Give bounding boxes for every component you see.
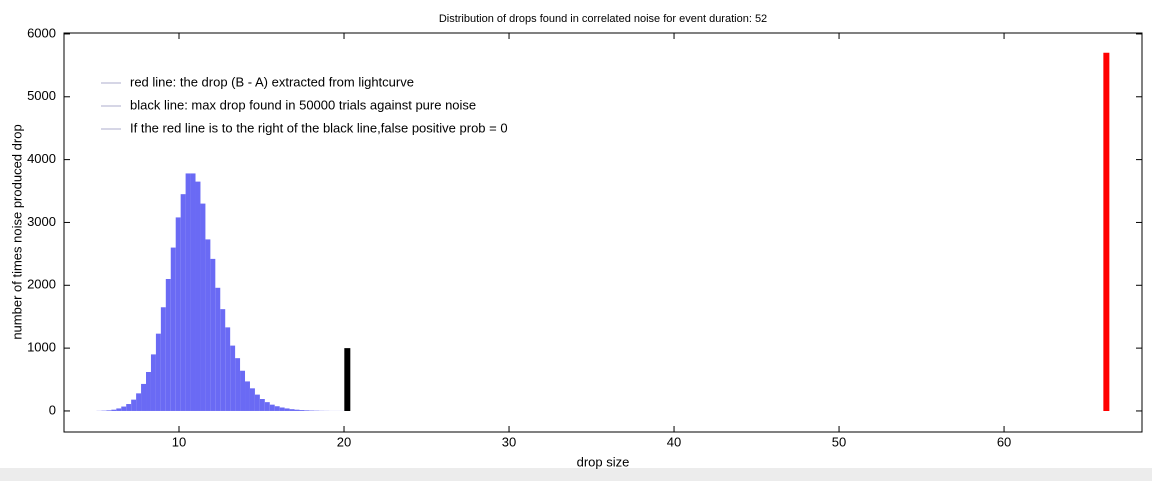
x-axis-label: drop size (577, 454, 630, 469)
x-tick-label: 40 (667, 434, 681, 449)
histogram-bar (160, 307, 166, 411)
histogram-bar (230, 345, 236, 411)
x-tick-label: 60 (997, 434, 1011, 449)
x-tick-label: 50 (832, 434, 846, 449)
histogram-bar (294, 409, 300, 411)
y-tick-label: 2000 (27, 277, 56, 292)
histogram-bar (304, 410, 310, 411)
histogram-bar (170, 247, 176, 411)
histogram-bar (225, 327, 231, 411)
histogram-bar (215, 287, 221, 411)
histogram-bar (146, 371, 151, 411)
legend-label: black line: max drop found in 50000 tria… (130, 97, 476, 112)
histogram-bar (245, 381, 250, 411)
histogram-bar (279, 407, 285, 411)
plot-frame (63, 32, 1143, 433)
histogram-bar (165, 278, 171, 411)
histogram-bar (200, 203, 206, 411)
histogram-bar (180, 194, 186, 411)
histogram-bar (175, 217, 181, 411)
y-tick-label: 1000 (27, 340, 56, 355)
y-tick-label: 6000 (27, 25, 56, 40)
histogram-bar (274, 406, 280, 411)
histogram-bar (116, 408, 122, 411)
histogram-bar (121, 406, 127, 411)
chart-title: Distribution of drops found in correlate… (439, 13, 767, 25)
histogram-bar (111, 409, 117, 411)
histogram-bar (150, 354, 156, 411)
histogram-bar (235, 358, 241, 411)
histogram-bar (210, 258, 216, 411)
histogram-bar (136, 393, 142, 411)
legend-label: red line: the drop (B - A) extracted fro… (130, 74, 414, 89)
histogram-bar (190, 173, 196, 411)
histogram-bar (126, 404, 132, 411)
histogram-bar (269, 404, 275, 411)
histogram-bar (264, 402, 270, 411)
legend-label: If the red line is to the right of the b… (130, 120, 508, 135)
y-tick-label: 0 (49, 402, 56, 417)
histogram-bar (299, 410, 305, 411)
histogram-bar (195, 181, 201, 411)
y-tick-label: 5000 (27, 88, 56, 103)
histogram-bar (289, 409, 295, 411)
histogram-bar (249, 388, 255, 411)
histogram-bar (106, 410, 112, 411)
x-tick-label: 20 (337, 434, 351, 449)
histogram-bar (240, 370, 246, 411)
histogram-bar (254, 394, 260, 411)
histogram-bar (185, 173, 191, 411)
y-axis-label: number of times noise produced drop (9, 124, 24, 339)
y-tick-label: 3000 (27, 214, 56, 229)
histogram-bar (220, 309, 226, 411)
histogram-bar (259, 399, 265, 411)
y-tick-label: 4000 (27, 151, 56, 166)
x-tick-label: 30 (502, 434, 516, 449)
histogram-bar (284, 408, 290, 411)
histogram-bar (155, 333, 161, 411)
histogram-bar (131, 399, 137, 411)
histogram-bar (205, 239, 211, 411)
x-tick-label: 10 (172, 434, 186, 449)
histogram-bar (141, 383, 147, 411)
